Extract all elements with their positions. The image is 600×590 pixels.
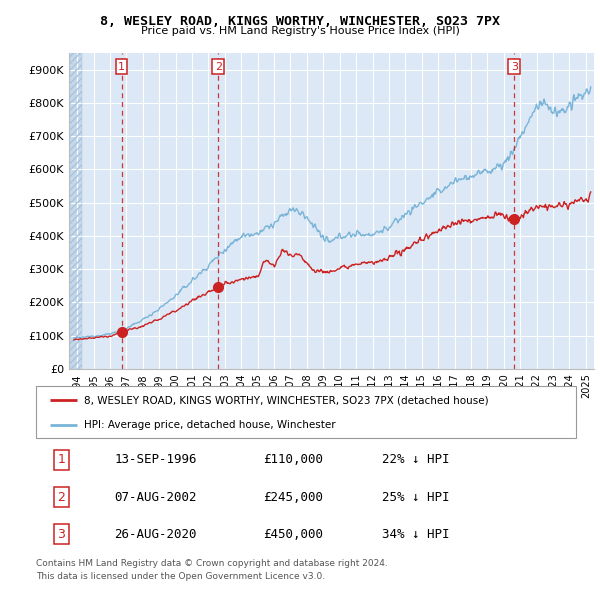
Text: Contains HM Land Registry data © Crown copyright and database right 2024.: Contains HM Land Registry data © Crown c… <box>36 559 388 568</box>
Text: 13-SEP-1996: 13-SEP-1996 <box>114 454 197 467</box>
Text: Price paid vs. HM Land Registry's House Price Index (HPI): Price paid vs. HM Land Registry's House … <box>140 26 460 36</box>
Text: 1: 1 <box>58 454 65 467</box>
Text: HPI: Average price, detached house, Winchester: HPI: Average price, detached house, Winc… <box>83 420 335 430</box>
FancyBboxPatch shape <box>36 386 576 438</box>
Text: This data is licensed under the Open Government Licence v3.0.: This data is licensed under the Open Gov… <box>36 572 325 581</box>
Text: 34% ↓ HPI: 34% ↓ HPI <box>382 527 449 540</box>
Text: 2: 2 <box>58 490 65 504</box>
Text: 3: 3 <box>58 527 65 540</box>
Text: 2: 2 <box>215 62 222 72</box>
Text: £110,000: £110,000 <box>263 454 323 467</box>
Bar <box>69 53 82 369</box>
Text: 8, WESLEY ROAD, KINGS WORTHY, WINCHESTER, SO23 7PX (detached house): 8, WESLEY ROAD, KINGS WORTHY, WINCHESTER… <box>83 395 488 405</box>
Text: 25% ↓ HPI: 25% ↓ HPI <box>382 490 449 504</box>
Text: 8, WESLEY ROAD, KINGS WORTHY, WINCHESTER, SO23 7PX: 8, WESLEY ROAD, KINGS WORTHY, WINCHESTER… <box>100 15 500 28</box>
Text: 22% ↓ HPI: 22% ↓ HPI <box>382 454 449 467</box>
Text: 07-AUG-2002: 07-AUG-2002 <box>114 490 197 504</box>
Text: 26-AUG-2020: 26-AUG-2020 <box>114 527 197 540</box>
Text: £450,000: £450,000 <box>263 527 323 540</box>
Text: £245,000: £245,000 <box>263 490 323 504</box>
Text: 3: 3 <box>511 62 518 72</box>
Text: 1: 1 <box>118 62 125 72</box>
Bar <box>69 53 82 369</box>
